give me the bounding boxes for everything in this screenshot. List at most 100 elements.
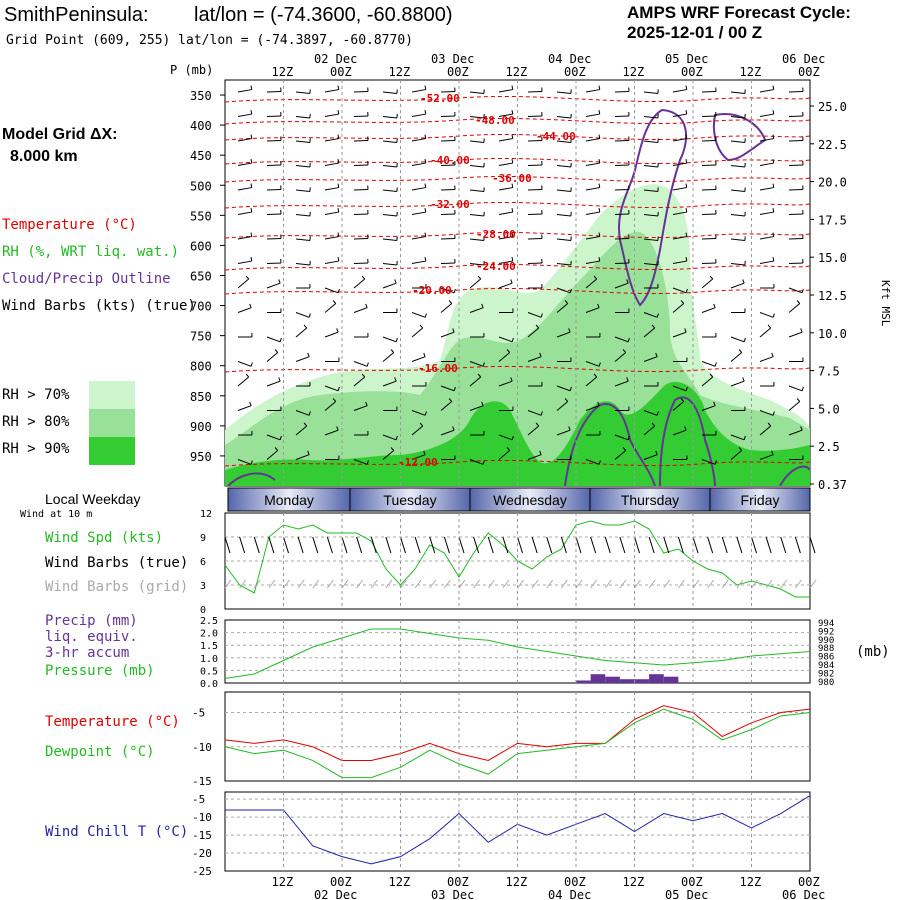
wind-barb-true bbox=[780, 536, 787, 554]
wind-barb bbox=[759, 260, 774, 264]
wind-barb-true bbox=[473, 536, 480, 554]
wind-barb-true bbox=[751, 536, 757, 554]
wind-barb bbox=[266, 380, 281, 387]
wind-barb bbox=[556, 238, 571, 241]
wind-barb-true bbox=[443, 536, 450, 554]
weekday-name: Thursday bbox=[621, 492, 679, 508]
wind-barb bbox=[614, 282, 629, 289]
wind-barb-grid bbox=[414, 579, 422, 589]
wind-barb-flag bbox=[279, 337, 282, 342]
wind-barb-grid bbox=[283, 579, 290, 589]
wind-barb-true bbox=[692, 536, 699, 554]
wind-barb bbox=[411, 260, 426, 264]
wind-barb bbox=[672, 260, 687, 264]
wind-barb bbox=[498, 162, 513, 166]
wind-barb-flag bbox=[685, 85, 688, 90]
wind-barb-flag bbox=[250, 362, 253, 367]
wind-barb-flag bbox=[511, 183, 514, 188]
wind-barb bbox=[440, 331, 455, 338]
wind-barb-true bbox=[341, 536, 348, 554]
wind-barb-grid bbox=[487, 579, 495, 589]
wind-barb-flag bbox=[511, 232, 514, 237]
wind-barb-flag bbox=[419, 324, 424, 329]
wind-barb bbox=[469, 165, 484, 168]
wind-barb-flag bbox=[540, 313, 543, 318]
wind-barb bbox=[382, 214, 397, 217]
pressure-unit: (mb) bbox=[856, 644, 890, 660]
wind-height-note: Wind at 10 m bbox=[20, 509, 93, 520]
pressure-tick-label: 500 bbox=[190, 179, 212, 193]
wind-barb bbox=[469, 189, 484, 192]
wind-barb bbox=[788, 331, 803, 338]
wind-barb bbox=[585, 211, 600, 215]
wind-barb-flag bbox=[742, 279, 745, 284]
wind-barb bbox=[556, 91, 571, 94]
wind-barb bbox=[266, 336, 281, 343]
wind-barb-flag bbox=[655, 450, 658, 455]
wind-barb bbox=[759, 425, 772, 436]
wind-barb-true bbox=[619, 536, 626, 554]
wind-barb-flag bbox=[511, 337, 514, 342]
legend-wind: Wind Barbs (kts) (true) bbox=[2, 298, 196, 314]
wind-barb-flag bbox=[481, 303, 484, 308]
wind-barb-flag bbox=[767, 422, 772, 427]
wind-barb bbox=[324, 287, 339, 294]
wind-barb bbox=[382, 450, 395, 460]
wind-barb-flag bbox=[597, 401, 600, 406]
wind-barb-flag bbox=[772, 232, 775, 237]
top-hour-label: 12Z bbox=[740, 65, 762, 79]
wind-barb bbox=[585, 376, 598, 387]
wind-barb bbox=[643, 425, 656, 436]
wind-barb-grid bbox=[677, 579, 685, 589]
wind-barb-flag bbox=[627, 435, 630, 440]
wind-barb-grid bbox=[780, 579, 788, 589]
wind-barb-flag bbox=[423, 352, 426, 357]
wind-barb-grid bbox=[443, 579, 451, 589]
wind-barb bbox=[759, 211, 774, 215]
wind-barb-flag bbox=[249, 401, 252, 406]
pressure-tick-label: 950 bbox=[190, 450, 212, 464]
wind-barb bbox=[788, 303, 801, 313]
wind-barb bbox=[672, 138, 687, 142]
wind-barb-grid bbox=[736, 579, 744, 589]
wind-barb-flag bbox=[771, 450, 774, 455]
wind-barb bbox=[237, 405, 252, 411]
isotherm-label: -12.00 bbox=[398, 456, 438, 469]
wind-barb bbox=[556, 189, 571, 192]
wind-barb bbox=[353, 361, 368, 367]
wind-barb-flag bbox=[307, 352, 310, 357]
top-hour-label: 12Z bbox=[272, 65, 294, 79]
wind-barb bbox=[498, 138, 513, 142]
wind-barb-flag bbox=[771, 352, 774, 357]
wind-barb-true bbox=[239, 536, 246, 554]
wind-barb bbox=[672, 211, 687, 215]
weekday-cell bbox=[709, 487, 811, 512]
bottom-hour-label: 00Z bbox=[330, 875, 352, 889]
wind-barb-flag bbox=[684, 426, 687, 431]
wind-barb-flag bbox=[598, 460, 601, 465]
wind-barb bbox=[498, 434, 513, 441]
wind-barb bbox=[585, 361, 600, 367]
wind-barb bbox=[295, 165, 310, 168]
precip-tick-label: 0.0 bbox=[200, 679, 218, 690]
wind-barbs-upper bbox=[237, 85, 804, 465]
wind-barb bbox=[469, 278, 482, 289]
wind-barb bbox=[324, 211, 339, 215]
wind-barb-true bbox=[312, 536, 319, 554]
temperature-tick-label: -5 bbox=[192, 707, 205, 720]
wind-barb-flag bbox=[390, 349, 395, 353]
wind-barb-flag bbox=[685, 183, 688, 188]
pressure-tick-label: 700 bbox=[190, 300, 212, 314]
wind-barb-flag bbox=[366, 460, 369, 465]
wind-barb-flag bbox=[767, 324, 772, 329]
wind-barb-grid bbox=[634, 579, 641, 589]
wind-barb bbox=[556, 429, 571, 436]
wind-barb bbox=[411, 211, 426, 215]
windchill-tick-label: -25 bbox=[192, 865, 212, 878]
wind-barb-flag bbox=[511, 257, 514, 262]
wind-barb-flag bbox=[332, 398, 337, 402]
wind-barb bbox=[672, 331, 687, 338]
wind-barb bbox=[324, 385, 339, 392]
wind-barb bbox=[701, 361, 716, 367]
pressure-tick-label: 800 bbox=[190, 360, 212, 374]
